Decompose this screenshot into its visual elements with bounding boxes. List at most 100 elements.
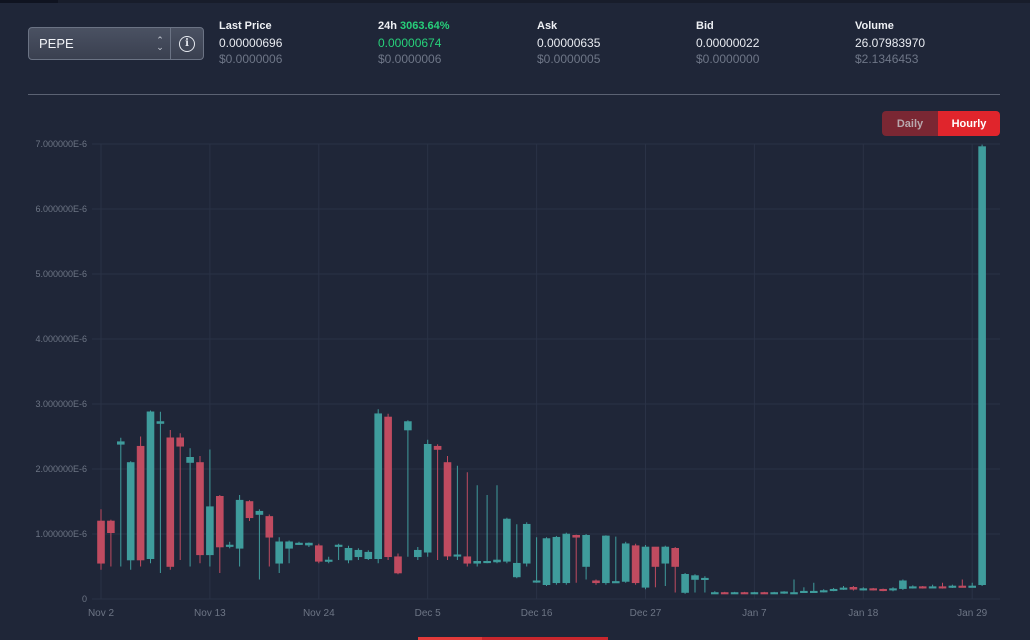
candle-body: [225, 544, 234, 547]
y-tick-label: 5.000000E-6: [35, 269, 87, 279]
candle: [413, 547, 422, 560]
stat-label-text: 24h: [378, 20, 397, 32]
candle-body: [611, 581, 620, 584]
candle: [889, 587, 897, 592]
y-tick-label: 1.000000E-6: [35, 529, 87, 539]
candle: [562, 532, 571, 585]
candle: [166, 430, 175, 570]
candle: [216, 495, 224, 573]
candle-body: [384, 416, 392, 558]
candle: [938, 582, 947, 589]
candle: [295, 541, 303, 546]
candle: [978, 144, 986, 586]
candle-body: [641, 546, 650, 588]
candle: [879, 588, 887, 592]
candle: [592, 579, 600, 585]
candle-body: [334, 544, 343, 547]
hourly-button[interactable]: Hourly: [938, 111, 1000, 136]
candle: [532, 537, 541, 583]
candle: [651, 546, 660, 588]
candle-body: [285, 541, 293, 549]
candle-body: [216, 495, 224, 548]
candle: [602, 535, 610, 585]
candle-body: [908, 586, 917, 589]
candle-body: [542, 538, 551, 585]
candle-body: [146, 411, 155, 559]
candle-body: [948, 585, 957, 588]
x-tick-label: Dec 16: [521, 608, 553, 619]
candle: [691, 574, 699, 593]
candle-body: [938, 586, 947, 589]
candle: [225, 541, 234, 549]
candle-body: [433, 445, 442, 450]
x-tick-label: Nov 13: [194, 608, 226, 619]
candle: [908, 585, 917, 589]
candle: [641, 545, 650, 590]
candle-body: [97, 520, 105, 564]
candle: [453, 465, 462, 560]
candle: [671, 547, 680, 593]
candle-body: [186, 456, 194, 463]
pair-selector[interactable]: PEPE ⌃ ⌄ i: [28, 27, 204, 60]
candle-body: [968, 585, 977, 588]
candle: [552, 535, 561, 585]
candle-body: [295, 542, 303, 545]
candle-body: [473, 560, 482, 564]
candle: [503, 517, 511, 564]
candle-body: [651, 546, 660, 567]
candle: [196, 456, 204, 564]
candle: [463, 472, 472, 567]
candle-body: [275, 541, 284, 564]
candle: [245, 500, 254, 521]
candle: [374, 409, 383, 564]
stat-bid: Bid 0.00000022 $0.0000000: [696, 20, 759, 67]
candle: [394, 553, 402, 575]
candle-body: [245, 501, 254, 519]
candle-body: [423, 443, 432, 553]
info-button[interactable]: i: [171, 28, 203, 59]
y-tick-label: 3.000000E-6: [35, 399, 87, 409]
candle: [483, 495, 491, 564]
y-tick-label: 2.000000E-6: [35, 464, 87, 474]
candle-body: [720, 592, 729, 595]
candle: [275, 537, 284, 573]
pair-selector-value: PEPE: [39, 36, 74, 51]
candle: [958, 579, 967, 588]
candle-body: [859, 588, 868, 591]
candle: [839, 586, 848, 590]
daily-button[interactable]: Daily: [882, 111, 938, 136]
candle-body: [671, 547, 680, 567]
y-tick-label: 4.000000E-6: [35, 334, 87, 344]
candle-body: [760, 592, 769, 595]
candle: [423, 439, 432, 557]
candle-body: [364, 551, 373, 560]
y-tick-label: 0: [82, 594, 87, 604]
candle: [285, 540, 293, 564]
candle-body: [869, 588, 878, 591]
candle-body: [483, 560, 491, 564]
y-axis: 0 1.000000E-6 2.000000E-6 3.000000E-6 4.0000…: [35, 139, 87, 604]
candle-body: [889, 588, 897, 591]
candle: [265, 514, 274, 567]
candle-body: [750, 592, 759, 595]
candle-body: [206, 506, 214, 556]
candle-body: [176, 437, 184, 447]
stat-label: Volume: [855, 20, 894, 32]
candle-body: [512, 562, 521, 578]
x-tick-label: Jan 18: [848, 608, 878, 619]
candle: [305, 542, 313, 547]
candle-body: [344, 547, 353, 561]
candle-body: [819, 590, 828, 593]
candle: [186, 448, 194, 567]
stat-usd-value: $0.0000006: [378, 52, 442, 66]
candle-body: [928, 586, 937, 589]
candle: [364, 550, 373, 560]
candle: [117, 437, 125, 567]
top-border: [0, 0, 1030, 3]
stat-value: 0.00000635: [537, 36, 601, 50]
candle: [443, 456, 452, 560]
candle-body: [314, 545, 323, 562]
stat-usd-value: $0.0000000: [696, 52, 760, 66]
candle-body: [572, 534, 581, 538]
candle-body: [691, 575, 699, 580]
